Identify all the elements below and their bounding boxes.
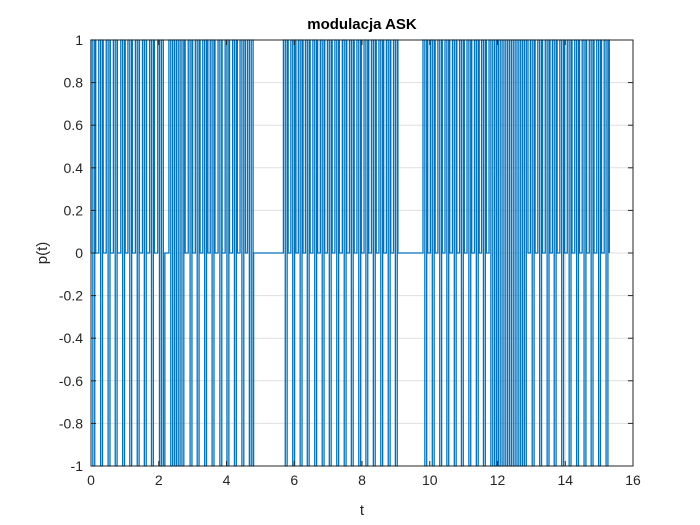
y-tick-label: -0.2 <box>59 288 83 304</box>
x-tick-label: 16 <box>625 472 641 488</box>
ticks <box>90 39 634 467</box>
y-tick-label: 0.8 <box>64 75 84 91</box>
x-tick-label: 10 <box>422 472 438 488</box>
y-tick-label: 0.6 <box>64 117 84 133</box>
y-tick-label: 0.2 <box>64 202 84 218</box>
x-tick-label: 14 <box>557 472 573 488</box>
x-axis-label: t <box>360 502 365 519</box>
x-tick-label: 2 <box>155 472 163 488</box>
y-tick-label: -0.8 <box>59 415 83 431</box>
y-tick-label: -1 <box>71 458 84 474</box>
y-tick-labels: -1 -0.8 -0.6 -0.4 -0.2 0 0.2 0.4 0.6 0.8 1 <box>59 32 83 474</box>
y-tick-label: 1 <box>75 32 83 48</box>
y-tick-label: 0.4 <box>64 160 84 176</box>
y-tick-label: -0.4 <box>59 330 83 346</box>
x-tick-label: 8 <box>358 472 366 488</box>
x-tick-label: 12 <box>490 472 506 488</box>
x-tick-label: 6 <box>290 472 298 488</box>
y-tick-label: -0.6 <box>59 373 83 389</box>
x-tick-label: 0 <box>87 472 95 488</box>
x-tick-label: 4 <box>223 472 231 488</box>
x-tick-labels: 0 2 4 6 8 10 12 14 16 <box>87 472 641 488</box>
chart-title: modulacja ASK <box>307 16 417 33</box>
y-tick-label: 0 <box>75 245 83 261</box>
y-axis-label: p(t) <box>34 242 51 265</box>
